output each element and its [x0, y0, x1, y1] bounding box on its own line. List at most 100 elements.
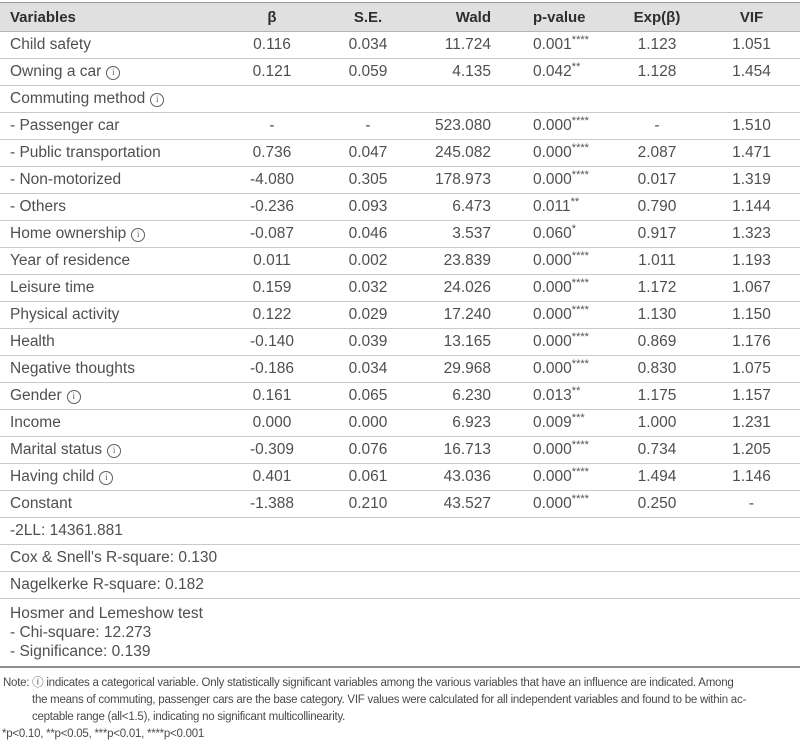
cell-wald: 4.135	[428, 58, 503, 86]
cell-variable: Year of residence	[0, 247, 236, 275]
cell-beta: 0.011	[236, 247, 308, 275]
cell-vif: 1.319	[703, 166, 800, 194]
cell-wald: 3.537	[428, 220, 503, 248]
table-row: Child safety 0.116 0.034 11.724 0.001**** 1.1…	[0, 32, 800, 59]
significance-stars: *	[571, 222, 577, 235]
cell-vif: 1.205	[703, 436, 800, 464]
cell-empty	[308, 85, 428, 113]
cell-se: -	[308, 112, 428, 140]
cell-se: 0.059	[308, 58, 428, 86]
cell-exp: 1.123	[637, 36, 677, 53]
significance-stars: **	[571, 384, 581, 397]
variable-label: Negative thoughts	[10, 360, 135, 377]
cell-beta: -0.087	[236, 220, 308, 248]
cell-wald: 6.230	[428, 382, 503, 410]
significance-stars: ****	[571, 438, 589, 451]
significance-stars: ****	[571, 330, 589, 343]
significance-stars: ****	[571, 249, 589, 262]
cell-p-value: 0.000****	[503, 490, 611, 518]
cell-beta: 0.000	[236, 409, 308, 437]
cell-empty	[703, 85, 800, 113]
cell-vif: 1.075	[703, 355, 800, 383]
cell-variable: Having child	[0, 463, 236, 491]
variable-label: - Non-motorized	[10, 171, 122, 188]
cell-vif: 1.323	[703, 220, 800, 248]
cell-variable: Gender	[0, 382, 236, 410]
footnote-line: ceptable range (all<1.5), indicating no …	[32, 711, 346, 723]
cell-se: 0.210	[308, 490, 428, 518]
cell-wald: 17.240	[428, 301, 503, 329]
cell-wald: 178.973	[428, 166, 503, 194]
table-row: Owning a car 0.1210.0594.1350.042**1.1281…	[0, 58, 800, 86]
cell-se: 0.046	[308, 220, 428, 248]
variable-label: Physical activity	[10, 306, 120, 323]
cell-se: 0.305	[308, 166, 428, 194]
variable-label: Constant	[10, 495, 73, 512]
variable-label: Commuting method	[10, 90, 146, 107]
cell-wald: 43.527	[428, 490, 503, 518]
cell-exp: 0.869	[611, 328, 703, 356]
cell-exp: 1.128	[611, 58, 703, 86]
table-row: - Public transportation 0.736 0.047 245.082…	[0, 139, 800, 167]
significance-stars: ****	[571, 303, 589, 316]
cell-exp: 1.130	[611, 301, 703, 329]
cell-exp: 1.175	[611, 382, 703, 410]
cell-vif: 1.176	[703, 328, 800, 356]
cell-exp: 2.087	[611, 139, 703, 167]
cell-p-value: 0.000****	[503, 355, 611, 383]
variable-label: Year of residence	[10, 252, 131, 269]
cell-exp: 1.494	[611, 463, 703, 491]
significance-stars: ****	[571, 114, 589, 127]
column-header-beta: β	[236, 2, 308, 32]
cell-vif: 1.144	[703, 193, 800, 221]
cell-wald: 23.839	[428, 247, 503, 275]
table-footnote: Note: ⓘ indicates a categorical variable…	[0, 675, 800, 726]
cell-wald: 24.026	[428, 274, 503, 302]
header-row: Variables β S.E. Wald p-value Exp(β) VIF	[0, 2, 800, 32]
cell-wald: 11.724	[444, 36, 491, 53]
cell-vif: -	[703, 490, 800, 518]
info-icon	[150, 92, 165, 107]
column-header-se: S.E.	[308, 2, 428, 32]
cell-se: 0.039	[308, 328, 428, 356]
table-header: Variables β S.E. Wald p-value Exp(β) VIF	[0, 2, 800, 32]
cell-beta: -0.236	[236, 193, 308, 221]
column-header-wald: Wald	[428, 2, 503, 32]
cell-p-value: 0.013**	[503, 382, 611, 410]
significance-stars: ***	[571, 411, 585, 424]
regression-results-table: Variables β S.E. Wald p-value Exp(β) VIF Child…	[0, 2, 800, 668]
cell-wald: 29.968	[428, 355, 503, 383]
cell-p-value: 0.000****	[503, 166, 611, 194]
significance-stars: ****	[571, 492, 589, 505]
cell-vif: 1.231	[703, 409, 800, 437]
summary-row: Cox & Snell's R-square: 0.130	[0, 544, 800, 572]
cell-variable: Health	[0, 328, 236, 356]
significance-stars: ****	[571, 357, 589, 370]
summary-row: Hosmer and Lemeshow test - Chi-square: 12…	[0, 598, 800, 667]
cell-exp: 0.917	[611, 220, 703, 248]
cell-variable: - Passenger car	[0, 112, 236, 140]
table-row: Income 0.000 0.000 6.923 0.009*** 1.000 1.231	[0, 409, 800, 437]
cell-exp: 0.830	[611, 355, 703, 383]
cell-vif: 1.510	[703, 112, 800, 140]
cell-se: 0.065	[308, 382, 428, 410]
cell-vif: 1.067	[703, 274, 800, 302]
cell-variable: Owning a car	[0, 58, 236, 86]
table-row: Home ownership -0.0870.0463.5370.060*0.91…	[0, 220, 800, 248]
variable-label: - Public transportation	[10, 144, 161, 161]
cell-exp: 0.734	[611, 436, 703, 464]
cell-beta: 0.116	[253, 36, 291, 53]
cell-variable: Home ownership	[0, 220, 236, 248]
cell-exp: 0.017	[611, 166, 703, 194]
cell-vif: 1.150	[703, 301, 800, 329]
summary-line: - Significance: 0.139	[10, 643, 151, 660]
variable-label: Health	[10, 333, 55, 350]
significance-stars: **	[571, 60, 581, 73]
cell-beta: 0.121	[236, 58, 308, 86]
cell-p-value: 0.000****	[503, 463, 611, 491]
cell-summary: Cox & Snell's R-square: 0.130	[0, 544, 800, 572]
cell-vif: 1.193	[703, 247, 800, 275]
table-row: - Passenger car - -523.080 0.000**** -1.510	[0, 112, 800, 140]
cell-p-value: 0.060*	[503, 220, 611, 248]
